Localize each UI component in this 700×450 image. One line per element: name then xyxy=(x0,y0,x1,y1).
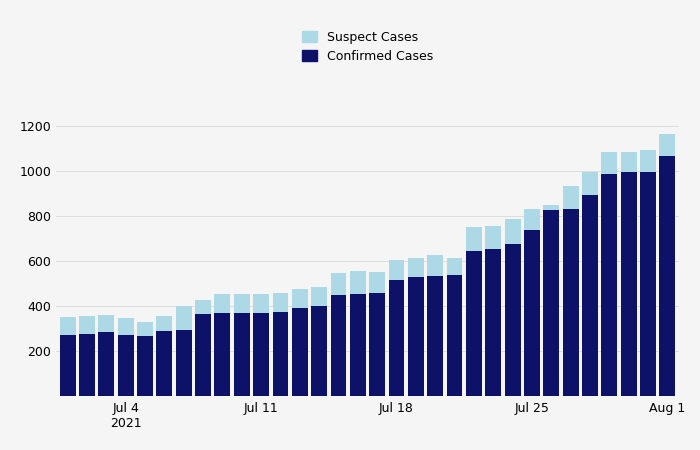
Bar xyxy=(195,314,211,396)
Bar xyxy=(563,209,579,396)
Bar xyxy=(350,271,366,396)
Bar xyxy=(350,294,366,396)
Legend: Suspect Cases, Confirmed Cases: Suspect Cases, Confirmed Cases xyxy=(302,31,433,63)
Bar xyxy=(621,172,636,396)
Bar xyxy=(214,313,230,396)
Bar xyxy=(505,220,521,396)
Bar xyxy=(524,230,540,396)
Bar xyxy=(214,294,230,396)
Bar xyxy=(234,294,250,396)
Bar xyxy=(447,257,463,396)
Bar xyxy=(292,308,308,396)
Bar xyxy=(99,315,114,396)
Bar xyxy=(389,280,405,396)
Bar xyxy=(253,313,269,396)
Bar xyxy=(563,185,579,396)
Bar xyxy=(621,152,636,396)
Bar xyxy=(176,329,192,396)
Bar xyxy=(640,149,656,396)
Bar xyxy=(156,316,172,396)
Bar xyxy=(330,273,346,396)
Bar xyxy=(601,152,617,396)
Bar xyxy=(156,331,172,396)
Bar xyxy=(272,311,288,396)
Bar xyxy=(582,172,598,396)
Bar xyxy=(118,319,134,396)
Bar xyxy=(543,211,559,396)
Bar xyxy=(292,289,308,396)
Bar xyxy=(427,275,443,396)
Bar xyxy=(195,301,211,396)
Bar xyxy=(659,134,676,396)
Bar xyxy=(137,337,153,396)
Bar xyxy=(485,226,501,396)
Bar xyxy=(582,194,598,396)
Bar xyxy=(369,292,385,396)
Bar xyxy=(79,316,95,396)
Bar xyxy=(408,257,424,396)
Bar xyxy=(427,256,443,396)
Bar xyxy=(485,248,501,396)
Bar xyxy=(118,335,134,396)
Bar xyxy=(640,172,656,396)
Bar xyxy=(408,277,424,396)
Bar xyxy=(659,157,676,396)
Bar xyxy=(466,227,482,396)
Bar xyxy=(253,294,269,396)
Bar xyxy=(524,209,540,396)
Bar xyxy=(312,287,327,396)
Bar xyxy=(272,292,288,396)
Bar xyxy=(234,313,250,396)
Bar xyxy=(505,244,521,396)
Bar xyxy=(330,295,346,396)
Bar xyxy=(137,322,153,396)
Bar xyxy=(79,334,95,396)
Bar xyxy=(60,317,76,396)
Bar xyxy=(369,272,385,396)
Bar xyxy=(466,251,482,396)
Bar xyxy=(543,205,559,396)
Bar xyxy=(312,306,327,396)
Bar xyxy=(176,306,192,396)
Bar xyxy=(389,260,405,396)
Bar xyxy=(447,274,463,396)
Bar xyxy=(99,332,114,396)
Bar xyxy=(60,335,76,396)
Bar xyxy=(601,174,617,396)
